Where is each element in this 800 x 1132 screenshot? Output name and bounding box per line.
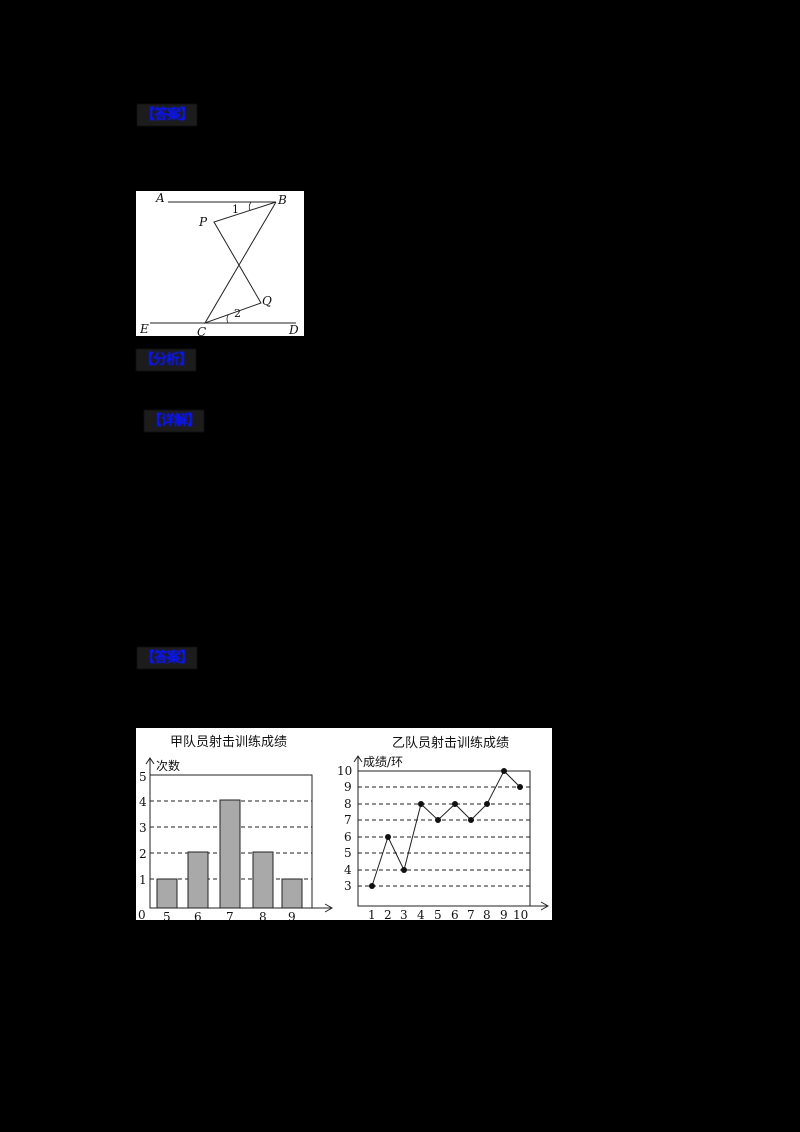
svg-text:6: 6 [194,910,202,920]
point-q-label: Q [262,294,272,308]
bar-chart-figure: 甲队员射击训练成绩 次数 0 1 2 3 4 [136,728,334,920]
line-chart-title: 乙队员射击训练成绩 [392,735,509,751]
parallel-lines-diagram: A B P Q E C D 1 2 [139,191,299,336]
answer-label-2: 【答案】 [137,647,197,669]
svg-text:4: 4 [139,795,147,809]
angle-1-label: 1 [232,203,239,216]
svg-text:0: 0 [138,908,146,920]
angle-2-label: 2 [234,307,241,320]
point-a-label: A [155,191,165,205]
svg-text:5: 5 [434,908,442,920]
svg-text:10: 10 [513,908,528,920]
svg-text:6: 6 [451,908,459,920]
bar-6 [187,851,209,909]
bar-chart: 甲队员射击训练成绩 次数 0 1 2 3 4 [138,734,334,920]
svg-text:2: 2 [384,908,392,920]
svg-text:3: 3 [344,879,352,893]
svg-text:9: 9 [288,910,296,920]
svg-text:5: 5 [344,846,352,860]
bar-5 [156,878,178,909]
svg-text:7: 7 [467,908,475,920]
svg-text:1: 1 [139,873,147,887]
answer-label: 【答案】 [137,104,197,126]
bar-chart-ylabel: 次数 [156,758,180,773]
geometry-figure: A B P Q E C D 1 2 [136,191,304,336]
line-chart-figure: 乙队员射击训练成绩 成绩/环 3 4 5 6 7 [334,728,552,920]
point-b-label: B [277,193,287,207]
svg-text:9: 9 [344,780,352,794]
svg-text:3: 3 [400,908,408,920]
point-e-label: E [139,322,149,336]
bar-8 [252,851,274,909]
svg-text:7: 7 [344,813,352,827]
svg-text:1: 1 [368,908,376,920]
line-chart: 乙队员射击训练成绩 成绩/环 3 4 5 6 7 [337,735,550,920]
svg-text:3: 3 [139,821,147,835]
point-p-label: P [198,215,208,229]
svg-text:8: 8 [344,797,352,811]
bar-chart-title: 甲队员射击训练成绩 [170,734,287,750]
svg-text:4: 4 [344,863,352,877]
svg-text:2: 2 [139,847,147,861]
point-c-label: C [197,325,206,336]
svg-text:8: 8 [259,910,267,920]
svg-text:8: 8 [483,908,491,920]
analysis-label: 【分析】 [136,349,196,371]
svg-text:5: 5 [139,770,147,784]
svg-text:6: 6 [344,830,352,844]
svg-text:10: 10 [337,764,352,778]
detail-label: 【详解】 [144,410,204,432]
svg-text:9: 9 [500,908,508,920]
svg-text:4: 4 [417,908,425,920]
line-chart-ylabel: 成绩/环 [363,755,403,769]
bar-7 [219,799,241,909]
svg-text:7: 7 [226,910,234,920]
svg-text:5: 5 [163,910,171,920]
bar-9 [281,878,303,909]
point-d-label: D [288,323,299,336]
